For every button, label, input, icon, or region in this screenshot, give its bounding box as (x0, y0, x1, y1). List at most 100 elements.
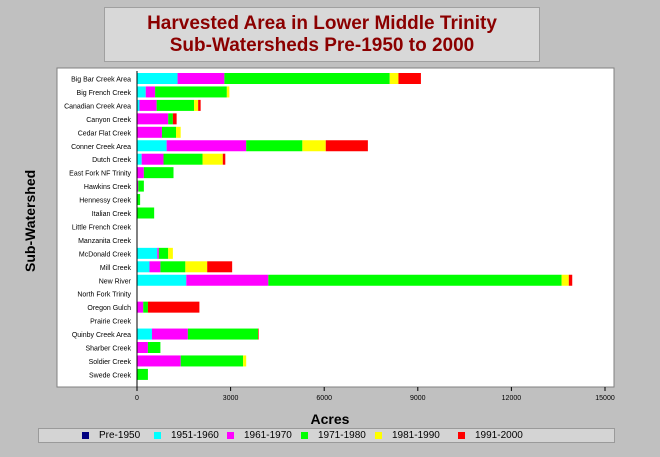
legend-swatch-0 (82, 431, 89, 439)
bar-17-5 (147, 301, 200, 313)
bar-14-5 (207, 261, 233, 273)
bar-0-1 (137, 73, 178, 84)
bar-8-3 (138, 180, 144, 192)
category-label-14: Mill Creek (100, 265, 132, 272)
bar-10-3 (137, 207, 155, 219)
x-tick-label-2: 6000 (316, 395, 332, 402)
legend-swatch-5 (458, 431, 465, 439)
bar-21-2 (137, 355, 181, 367)
legend-label-1: 1951-1960 (171, 430, 219, 441)
bar-2-2 (139, 99, 157, 111)
category-label-17: Oregon Gulch (87, 305, 131, 312)
bar-17-3 (143, 301, 148, 313)
bar-6-1 (137, 153, 142, 165)
bar-19-2 (151, 328, 188, 340)
bar-22-3 (137, 368, 148, 380)
x-tick-label-0: 0 (135, 395, 139, 402)
bar-5-1 (137, 140, 167, 152)
bar-20-3 (147, 342, 161, 353)
category-label-7: East Fork NF Trinity (69, 171, 131, 178)
legend-swatch-4 (375, 431, 382, 439)
bar-1-3 (155, 86, 227, 98)
bar-0-5 (398, 73, 421, 84)
category-label-15: New River (99, 278, 132, 285)
category-label-9: Hennessy Creek (79, 198, 131, 205)
bar-1-2 (145, 86, 156, 98)
bar-3-2 (137, 113, 169, 125)
bar-4-2 (137, 126, 162, 138)
category-label-18: Prairie Creek (90, 319, 131, 326)
legend-item-4: 1981-1990 (375, 430, 440, 441)
y-axis-label: Sub-Watershed (22, 169, 38, 272)
bar-20-2 (137, 342, 148, 353)
category-label-5: Conner Creek Area (71, 144, 131, 151)
legend: Pre-1950 1951-1960 1961-1970 1971-1980 1981-… (38, 428, 615, 443)
bar-14-4 (185, 261, 208, 273)
bar-13-3 (158, 247, 169, 259)
bar-14-3 (160, 261, 186, 273)
category-label-16: North Fork Trinity (77, 292, 131, 299)
bar-15-1 (137, 274, 187, 286)
category-label-20: Sharber Creek (85, 346, 131, 353)
bar-19-5 (258, 328, 259, 340)
bar-14-2 (149, 261, 161, 273)
bar-19-3 (187, 328, 259, 340)
bar-7-2 (137, 167, 144, 179)
legend-label-3: 1971-1980 (318, 430, 366, 441)
legend-label-4: 1981-1990 (392, 430, 440, 441)
legend-swatch-2 (227, 431, 234, 439)
bar-5-3 (246, 140, 303, 152)
category-label-10: Italian Creek (92, 211, 132, 218)
category-label-2: Canadian Creek Area (64, 103, 131, 110)
bar-9-3 (137, 194, 141, 206)
bar-3-3 (168, 113, 173, 125)
bar-4-3 (161, 126, 176, 138)
bar-6-5 (222, 153, 226, 165)
bar-17-2 (137, 301, 144, 313)
bar-5-2 (166, 140, 247, 152)
bar-13-2 (157, 247, 159, 259)
x-tick-label-5: 15000 (595, 395, 615, 402)
category-label-21: Soldier Creek (89, 359, 132, 366)
category-label-8: Hawkins Creek (84, 184, 132, 191)
category-label-19: Quinby Creek Area (72, 332, 131, 339)
chart-title-line-1: Harvested Area in Lower Middle Trinity (147, 13, 497, 34)
legend-swatch-3 (301, 431, 308, 439)
category-label-1: Big French Creek (77, 90, 132, 97)
x-tick-label-1: 3000 (223, 395, 239, 402)
bar-19-1 (137, 328, 152, 340)
x-tick-label-4: 12000 (502, 395, 522, 402)
bar-6-3 (163, 153, 203, 165)
bar-15-3 (268, 274, 562, 286)
category-label-6: Dutch Creek (92, 157, 131, 164)
bar-4-4 (176, 126, 181, 138)
bar-21-3 (180, 355, 244, 367)
bar-1-1 (137, 86, 146, 98)
bar-6-4 (202, 153, 223, 165)
bar-15-5 (568, 274, 573, 286)
bar-2-3 (156, 99, 195, 111)
x-tick-label-3: 9000 (410, 395, 426, 402)
bar-6-2 (141, 153, 164, 165)
bar-15-4 (561, 274, 569, 286)
bar-2-1 (137, 99, 140, 111)
bar-8-2 (137, 180, 139, 192)
bar-15-2 (186, 274, 269, 286)
legend-label-0: Pre-1950 (99, 430, 141, 441)
legend-item-0: Pre-1950 (82, 430, 140, 441)
legend-item-2: 1961-1970 (227, 430, 292, 441)
category-label-22: Swede Creek (89, 372, 132, 379)
legend-item-1: 1951-1960 (154, 430, 219, 441)
chart-title-box: Harvested Area in Lower Middle Trinity S… (104, 7, 540, 62)
bar-0-3 (224, 73, 390, 84)
bar-2-5 (198, 99, 201, 111)
legend-label-2: 1961-1970 (244, 430, 292, 441)
bar-13-4 (168, 247, 173, 259)
bar-3-5 (172, 113, 177, 125)
chart-title-line-2: Sub-Watersheds Pre-1950 to 2000 (169, 35, 475, 56)
category-label-13: McDonald Creek (79, 251, 132, 258)
bar-5-4 (302, 140, 326, 152)
bar-0-4 (389, 73, 399, 84)
category-label-4: Cedar Flat Creek (78, 130, 132, 137)
legend-swatch-1 (154, 431, 161, 439)
